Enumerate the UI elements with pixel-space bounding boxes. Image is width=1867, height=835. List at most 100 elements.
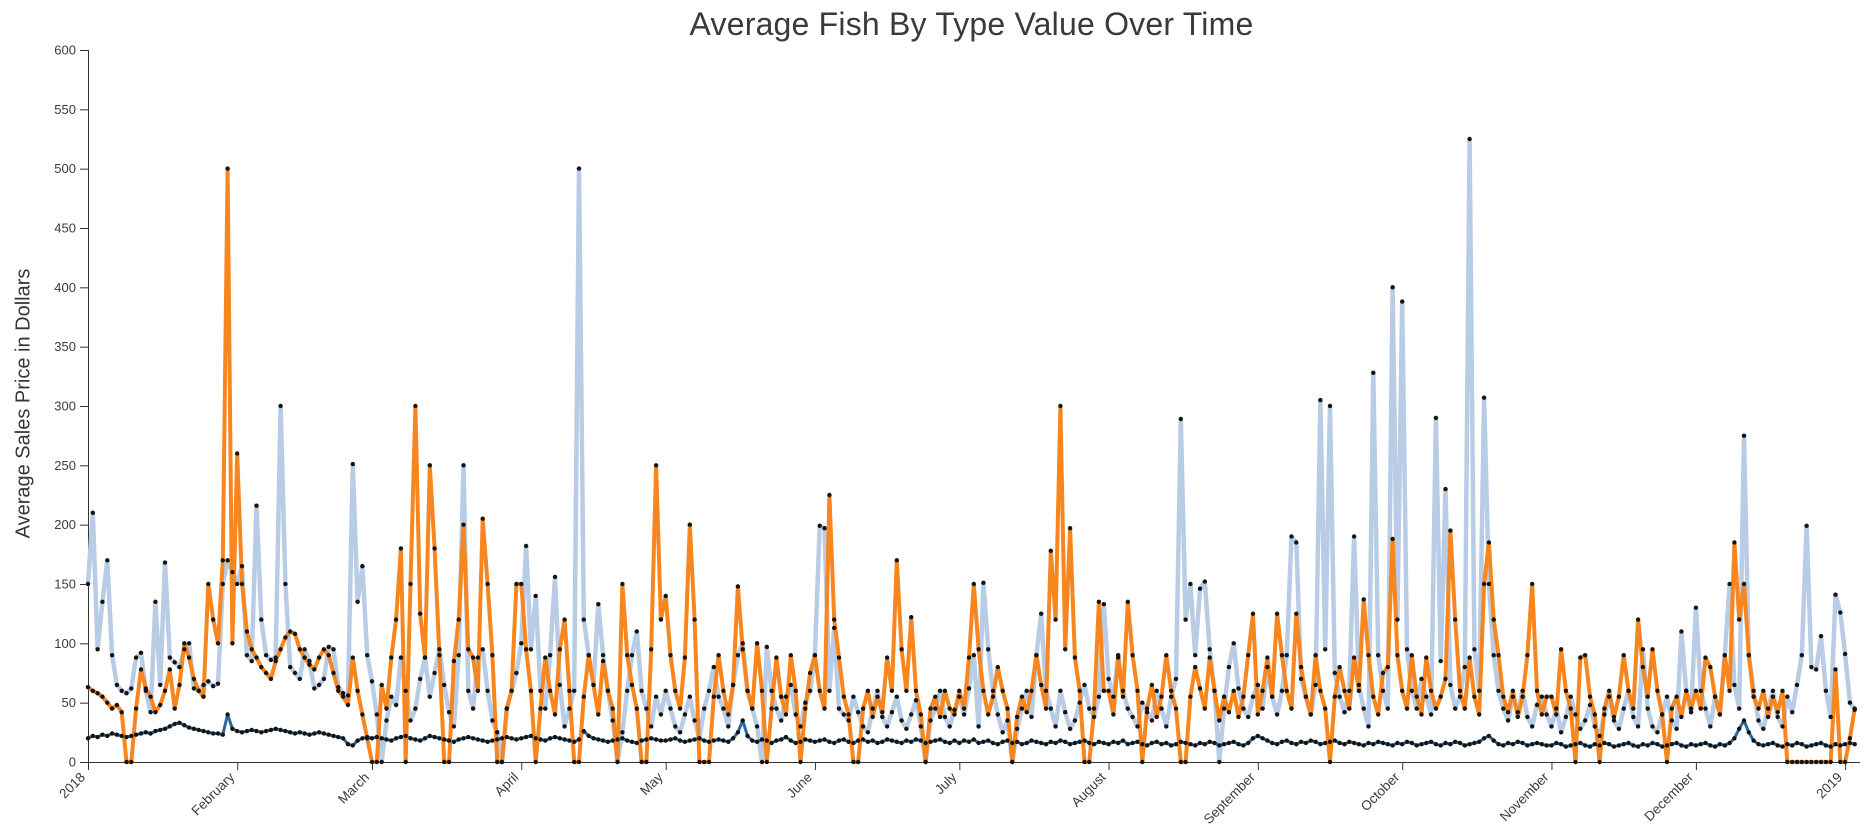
dark-blue-series-marker <box>393 736 399 741</box>
orange-series-marker <box>1467 655 1472 660</box>
orange-series-marker <box>1611 714 1617 720</box>
orange-series-marker <box>1111 712 1116 717</box>
dark-blue-series-marker <box>1395 740 1400 746</box>
light-blue-series-marker <box>1679 629 1684 634</box>
dark-blue-series-marker <box>1443 740 1448 746</box>
light-blue-series-marker <box>1616 726 1622 731</box>
orange-series-marker <box>1732 540 1737 545</box>
light-blue-series-marker <box>1058 688 1063 693</box>
dark-blue-series-marker <box>1366 740 1371 746</box>
dark-blue-series-marker <box>798 739 803 744</box>
dark-blue-series-marker <box>186 725 192 730</box>
light-blue-series-marker <box>1515 710 1521 715</box>
light-blue-series-marker <box>451 724 457 729</box>
orange-series-marker <box>340 694 346 699</box>
dark-blue-series-marker <box>971 737 976 742</box>
light-blue-series-marker <box>1298 676 1304 682</box>
dark-blue-series-marker <box>427 733 432 739</box>
dark-blue-series-marker <box>740 718 745 723</box>
dark-blue-series-marker <box>158 727 163 733</box>
dark-blue-series-marker <box>451 739 457 744</box>
dark-blue-series-marker <box>249 727 254 733</box>
orange-series-marker <box>1217 718 1222 723</box>
dark-blue-series-marker <box>1833 742 1838 747</box>
orange-series-marker <box>1289 706 1294 711</box>
dark-blue-series-marker <box>1809 743 1814 748</box>
dark-blue-series-marker <box>413 737 418 742</box>
orange-series-marker <box>1120 694 1126 699</box>
dark-blue-series-marker <box>817 738 822 743</box>
orange-series-marker <box>913 688 919 693</box>
orange-series-marker <box>1443 676 1448 682</box>
dark-blue-series-marker <box>297 730 302 735</box>
dark-blue-series-marker <box>1091 742 1097 747</box>
dark-blue-series-marker <box>1621 742 1626 747</box>
light-blue-series-marker <box>557 682 562 688</box>
dark-blue-series-marker <box>1385 742 1391 747</box>
light-blue-series-marker <box>528 647 534 652</box>
light-blue-series-marker <box>1583 718 1588 723</box>
light-blue-series-marker <box>1197 586 1203 591</box>
light-blue-series-marker <box>321 676 327 682</box>
dark-blue-series-marker <box>1568 743 1573 748</box>
dark-blue-series-marker <box>133 732 139 737</box>
light-blue-series-marker <box>913 698 919 703</box>
light-blue-series-marker <box>259 617 264 622</box>
dark-blue-series-marker <box>495 737 500 742</box>
dark-blue-series-marker <box>1250 736 1256 741</box>
orange-series-marker <box>379 682 384 688</box>
dark-blue-series-marker <box>918 738 923 743</box>
orange-series-marker <box>326 653 331 658</box>
orange-series-marker <box>1395 653 1400 658</box>
dark-blue-series-marker <box>1650 740 1655 746</box>
orange-series-marker <box>1635 617 1641 622</box>
orange-series-marker <box>273 658 278 664</box>
light-blue-series-marker <box>1332 670 1338 676</box>
dark-blue-series-marker <box>547 736 553 741</box>
orange-series-marker <box>1337 664 1342 670</box>
dark-blue-series-marker <box>1130 740 1135 746</box>
light-blue-series-marker <box>1780 724 1785 729</box>
light-blue-series-marker <box>1255 682 1261 688</box>
light-blue-series-marker <box>1424 694 1429 699</box>
light-blue-series-marker <box>1246 714 1251 720</box>
dark-blue-series-marker <box>1024 740 1029 746</box>
dark-blue-series-marker <box>644 737 649 742</box>
orange-series-marker <box>331 670 336 676</box>
dark-blue-series-marker <box>1496 742 1501 747</box>
light-blue-series-marker <box>109 653 115 658</box>
orange-series-marker <box>1573 759 1578 765</box>
dark-blue-series-marker <box>682 739 688 744</box>
x-tick-label: May <box>637 769 666 798</box>
orange-series-marker <box>1703 655 1708 660</box>
light-blue-series-marker <box>1664 694 1670 699</box>
dark-blue-series-marker <box>1419 742 1424 747</box>
orange-series-marker <box>644 759 649 765</box>
orange-series-marker <box>124 759 129 765</box>
y-tick-label: 150 <box>54 576 76 591</box>
dark-blue-series-marker <box>889 738 895 743</box>
light-blue-series-marker <box>1323 647 1328 652</box>
light-blue-series-marker <box>1404 647 1410 652</box>
light-blue-series-marker <box>562 724 567 729</box>
dark-blue-series-marker <box>1318 742 1323 747</box>
orange-series-marker <box>1534 688 1540 693</box>
light-blue-series-marker <box>1708 724 1713 729</box>
orange-series-marker <box>745 688 750 693</box>
dark-blue-series-marker <box>1765 742 1771 747</box>
orange-series-marker <box>350 655 355 660</box>
dark-blue-series-marker <box>1751 738 1756 743</box>
dark-blue-series-marker <box>634 740 639 746</box>
dark-blue-series-marker <box>288 730 293 735</box>
dark-blue-series-marker <box>1424 740 1429 746</box>
orange-series-marker <box>1554 712 1559 717</box>
orange-series-marker <box>856 759 861 765</box>
light-blue-series-marker <box>1640 647 1646 652</box>
x-tick-label: February <box>189 769 238 818</box>
orange-series-marker <box>918 712 923 717</box>
light-blue-series-marker <box>114 682 120 688</box>
dark-blue-series-marker <box>1602 740 1607 746</box>
light-blue-series-marker <box>201 682 206 688</box>
y-tick-label: 600 <box>54 42 76 57</box>
light-blue-series-marker <box>1785 694 1790 699</box>
